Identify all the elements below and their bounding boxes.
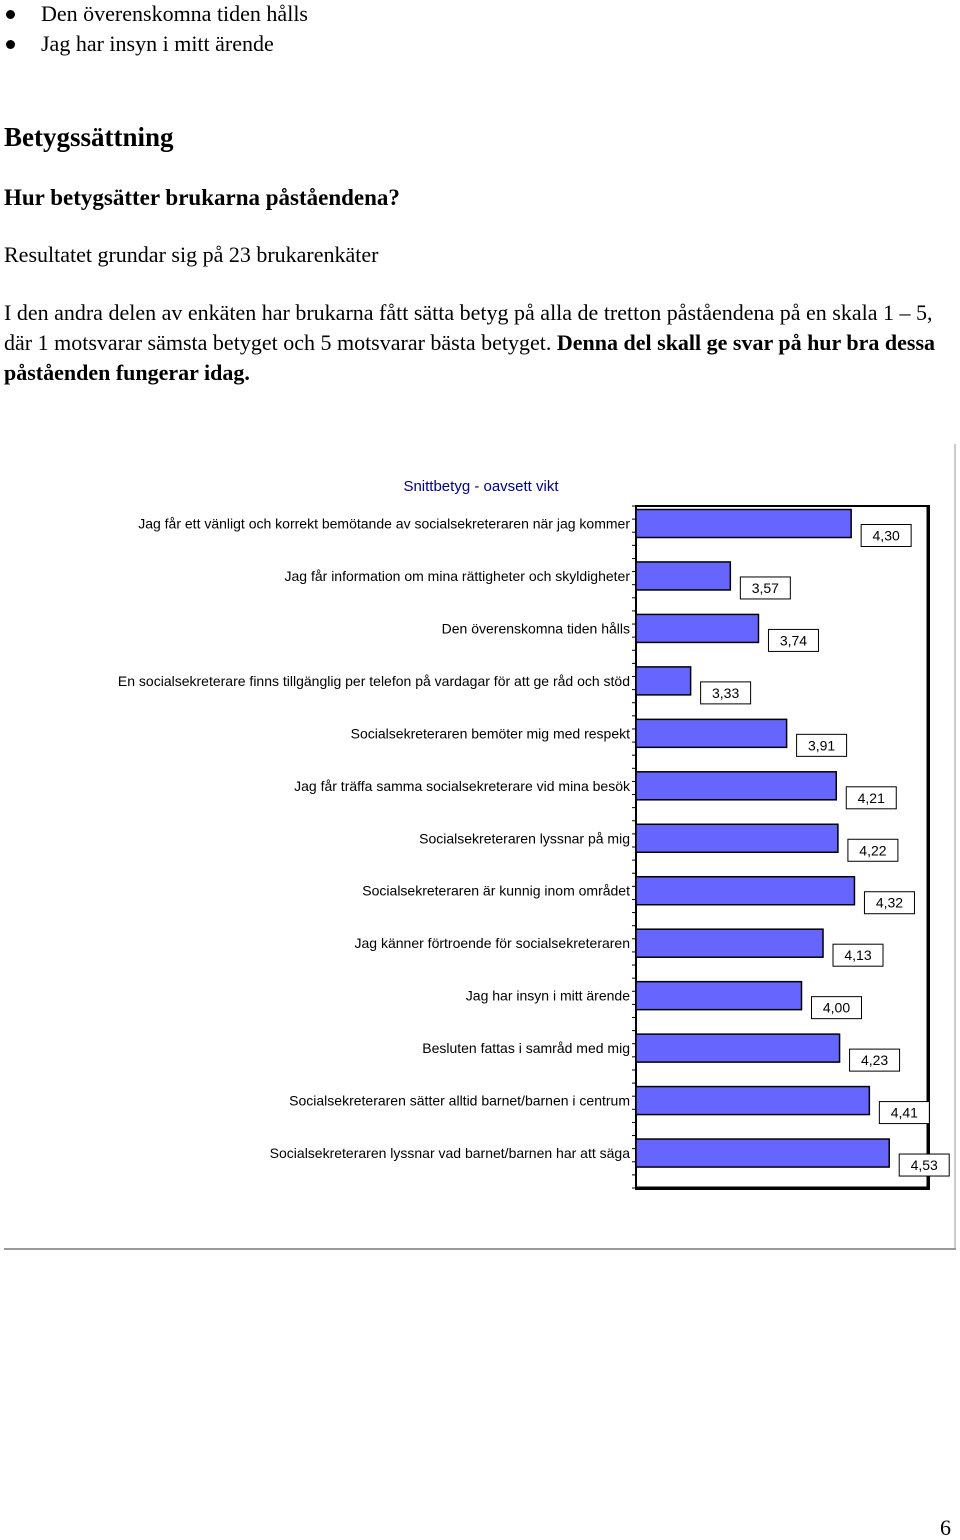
- chart-title: Snittbetyg - oavsett vikt: [403, 478, 559, 495]
- bullet-text: Jag har insyn i mitt ärende: [41, 31, 274, 56]
- bar: [635, 875, 856, 906]
- bar-chart: Snittbetyg - oavsett vikt Jag får ett vä…: [4, 444, 956, 1250]
- category-label: Jag känner förtroende för socialsekreter…: [355, 935, 630, 951]
- category-label: Besluten fattas i samråd med mig: [422, 1040, 630, 1056]
- category-label: Socialsekreteraren bemöter mig med respe…: [351, 725, 630, 741]
- bar: [635, 1033, 841, 1063]
- bar: [635, 613, 760, 644]
- data-label-box: [847, 838, 899, 862]
- category-label: En socialsekreterare finns tillgänglig p…: [118, 673, 630, 689]
- data-label: 4,23: [861, 1052, 888, 1068]
- intro-paragraph: I den andra delen av enkäten har brukarn…: [4, 298, 954, 388]
- bullet-dot-icon: [6, 40, 15, 49]
- intro-emphasis: Denna del skall ge svar på hur bra dessa…: [4, 330, 936, 385]
- section-subheading: Hur betygsätter brukarna påståendena?: [4, 185, 400, 210]
- category-label: Jag får ett vänligt och korrekt bemötand…: [138, 516, 630, 532]
- bullet-dot-icon: [6, 10, 15, 19]
- category-label: Socialsekreteraren lyssnar på mig: [419, 830, 630, 846]
- data-label: 3,91: [808, 737, 835, 753]
- bar: [635, 1138, 890, 1168]
- bar: [635, 1085, 871, 1116]
- data-label-box: [811, 996, 862, 1020]
- section-heading: Betygssättning: [4, 122, 174, 152]
- bar: [635, 561, 732, 591]
- bar: [635, 508, 852, 539]
- data-label: 4,00: [823, 1000, 850, 1016]
- data-label: 3,33: [712, 685, 739, 701]
- data-label-box: [898, 1153, 950, 1177]
- data-label: 4,13: [844, 947, 871, 963]
- bar: [635, 823, 839, 854]
- page-number: 6: [940, 1515, 951, 1540]
- bar: [635, 980, 803, 1011]
- data-label-box: [700, 681, 752, 705]
- data-label-box: [832, 943, 884, 967]
- data-label-box: [878, 1101, 930, 1125]
- bar: [635, 718, 788, 749]
- category-label: Socialsekreteraren är kunnig inom område…: [362, 883, 630, 899]
- chart: Snittbetyg - oavsett vikt Jag får ett vä…: [0, 440, 960, 1252]
- category-label: Socialsekreteraren lyssnar vad barnet/ba…: [270, 1145, 631, 1161]
- data-label: 4,53: [911, 1157, 938, 1173]
- data-label-box: [845, 786, 897, 810]
- data-label: 4,22: [859, 842, 886, 858]
- data-label-box: [767, 628, 819, 652]
- category-label: Jag har insyn i mitt ärende: [466, 988, 630, 1004]
- bar: [635, 771, 838, 801]
- bar: [635, 666, 692, 696]
- data-label-box: [739, 576, 791, 600]
- bullet-text: Den överenskomna tiden hålls: [41, 1, 308, 26]
- data-label-box: [860, 524, 912, 547]
- category-label: Jag får träffa samma socialsekreterare v…: [294, 778, 631, 794]
- data-label-box: [796, 733, 848, 757]
- data-label: 4,21: [858, 790, 885, 806]
- bar: [635, 928, 824, 958]
- data-label: 3,57: [752, 580, 779, 596]
- data-label: 4,32: [876, 895, 903, 911]
- intro-text: I den andra delen av enkäten har brukarn…: [4, 300, 933, 355]
- data-label: 4,41: [891, 1105, 918, 1121]
- survey-basis: Resultatet grundar sig på 23 brukarenkät…: [4, 242, 379, 267]
- data-label-box: [863, 891, 915, 915]
- category-label: Socialsekreteraren sätter alltid barnet/…: [289, 1093, 630, 1109]
- category-label: Den överenskomna tiden hålls: [442, 620, 630, 636]
- category-label: Jag får information om mina rättigheter …: [285, 568, 631, 584]
- data-label-box: [849, 1048, 901, 1072]
- data-label: 3,74: [780, 632, 807, 648]
- data-label: 4,30: [873, 528, 900, 544]
